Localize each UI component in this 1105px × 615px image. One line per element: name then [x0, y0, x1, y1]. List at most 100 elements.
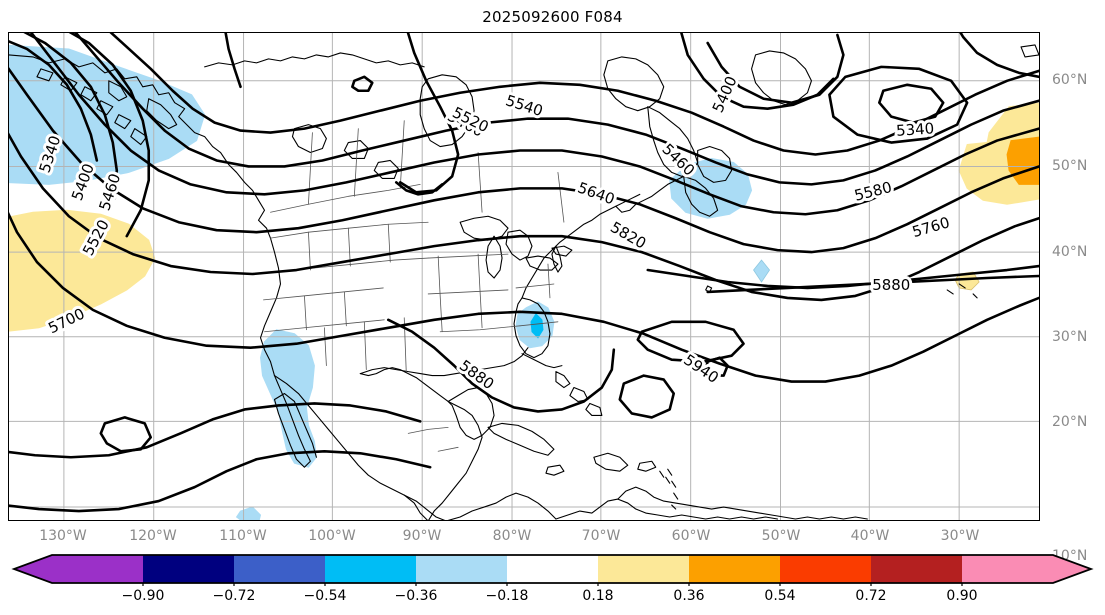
- shade-negative-patch-nw-atlantic: [753, 259, 771, 283]
- colorbar-segment[interactable]: [962, 555, 1053, 583]
- lat-label-50: 50°N: [1052, 158, 1088, 174]
- colorbar-segment[interactable]: [780, 555, 871, 583]
- contour-5460-hudson: [398, 33, 460, 194]
- colorbar-segment[interactable]: [598, 555, 689, 583]
- colorbar-segment[interactable]: [416, 555, 507, 583]
- coast-canada-arctic: [204, 52, 425, 68]
- coast-nova-scotia: [683, 175, 719, 217]
- coast-florida: [513, 297, 551, 359]
- mexico-state-borders: [407, 426, 459, 452]
- colorbar-tick-label: 0.18: [582, 588, 614, 604]
- lon-label-120: 120°W: [129, 528, 177, 544]
- shade-positive-core-east-atlantic: [1006, 136, 1039, 185]
- colorbar-segment[interactable]: [325, 555, 416, 583]
- coast-lake-erie-ontario: [525, 245, 573, 271]
- contour-5820: [9, 212, 1039, 383]
- coast-lake-huron: [505, 229, 533, 261]
- colorbar-over-arrow[interactable]: [1053, 555, 1091, 583]
- coast-cape-cod-maine: [615, 175, 685, 213]
- contour-label: 5820: [607, 218, 649, 253]
- lon-label-30: 30°W: [940, 528, 980, 544]
- shade-negative-core-florida: [530, 313, 544, 339]
- colorbar-segment[interactable]: [143, 555, 234, 583]
- colorbar-tick-label: 0.72: [855, 588, 887, 604]
- coast-iceland-sliver: [1020, 44, 1039, 58]
- colorbar-canvas[interactable]: [0, 552, 1105, 586]
- coast-queen-charlotte: [108, 80, 128, 102]
- colorbar-segments[interactable]: [14, 555, 1091, 583]
- coast-lesser-antilles: [659, 468, 679, 510]
- colorbar-tick-label: −0.36: [394, 588, 438, 604]
- contour-label-halo: 5880: [872, 276, 910, 294]
- colorbar-under-arrow[interactable]: [14, 555, 52, 583]
- us-state-borders: [263, 221, 559, 373]
- contour-5640: [29, 33, 1039, 216]
- coast-lake-michigan: [485, 235, 503, 279]
- contour-5400-east: [706, 33, 845, 105]
- colorbar-tick-label: 0.54: [764, 588, 796, 604]
- coast-lake-superior: [459, 215, 509, 241]
- contour-5340-closed-b: [828, 65, 969, 144]
- contour-5460-right: [959, 33, 1039, 79]
- colorbar-segment[interactable]: [234, 555, 325, 583]
- colorbar-segment[interactable]: [52, 555, 143, 583]
- colorbar-segment[interactable]: [507, 555, 598, 583]
- colorbar-ticks: [11, 554, 1094, 586]
- colorbar-tick-label: −0.72: [212, 588, 256, 604]
- contour-label: 5400: [709, 73, 741, 115]
- colorbar-segment[interactable]: [689, 555, 780, 583]
- contour-5460-tongue: [394, 181, 444, 196]
- contour-5940-closed-c: [704, 356, 729, 377]
- lon-label-110: 110°W: [219, 528, 267, 544]
- coast-florida-keys: [521, 353, 563, 369]
- colorbar-tick-label: −0.90: [121, 588, 165, 604]
- coast-azores: [946, 283, 978, 299]
- coast-us-gulf: [359, 347, 529, 377]
- coast-newfoundland: [697, 145, 733, 183]
- colorbar-tick-label: −0.18: [485, 588, 529, 604]
- coast-venezuela: [617, 486, 868, 520]
- map-panel[interactable]: 5340 5340 5340 5340 5400 5400 5400 5400 5460 5460…: [8, 32, 1040, 521]
- contour-label: 5760: [910, 213, 952, 241]
- colorbar[interactable]: −0.90 −0.72 −0.54 −0.36 −0.18 0.18 0.36 0.54 0.7…: [0, 552, 1105, 612]
- coast-hispaniola: [593, 452, 629, 472]
- coast-cuba: [487, 422, 555, 456]
- colorbar-outline: [11, 554, 1094, 584]
- coast-puerto-rico: [637, 460, 657, 472]
- coastlines: [9, 44, 1039, 520]
- contour-5880-e: [386, 318, 616, 413]
- contour-5940-closed-b: [618, 374, 676, 419]
- colorbar-segment[interactable]: [871, 555, 962, 583]
- canada-province-borders: [270, 120, 565, 223]
- lat-label-30: 30°N: [1052, 329, 1088, 345]
- coast-chesapeake: [551, 245, 563, 273]
- lat-label-60: 60°N: [1052, 72, 1088, 88]
- coast-vancouver-island: [146, 98, 178, 130]
- coast-baffin-island: [603, 56, 665, 112]
- map-canvas: 5340534053405340540054005400540054605460…: [9, 33, 1039, 520]
- coast-panama-colombia: [555, 498, 779, 520]
- coast-hudson-bay: [419, 74, 475, 148]
- shade-negative-baja-south: [235, 506, 262, 520]
- lat-label-40: 40°N: [1052, 244, 1088, 260]
- contour-label: 5880: [872, 276, 910, 294]
- contour-label: 5340: [896, 119, 935, 140]
- coast-us-west: [259, 237, 282, 377]
- contour-label: 5540: [503, 91, 545, 120]
- lon-label-40: 40°W: [850, 528, 890, 544]
- shade-positive-gulf-alaska: [9, 209, 156, 332]
- contour-label: 5580: [852, 178, 893, 205]
- lon-label-80: 80°W: [492, 528, 532, 544]
- gridlines: [9, 33, 1039, 520]
- lat-label-20: 20°N: [1052, 414, 1088, 430]
- coast-gulf-mexico: [359, 367, 483, 520]
- contour-canada-small: [351, 75, 374, 93]
- lon-label-70: 70°W: [581, 528, 621, 544]
- coast-canada-lakes-north: [291, 124, 399, 179]
- lon-label-90: 90°W: [402, 528, 442, 544]
- coast-mexico-west: [273, 375, 428, 520]
- contour-5400-left: [23, 33, 119, 200]
- coast-greenland: [751, 50, 812, 106]
- coast-labrador: [647, 106, 699, 177]
- coast-us-east: [521, 193, 641, 299]
